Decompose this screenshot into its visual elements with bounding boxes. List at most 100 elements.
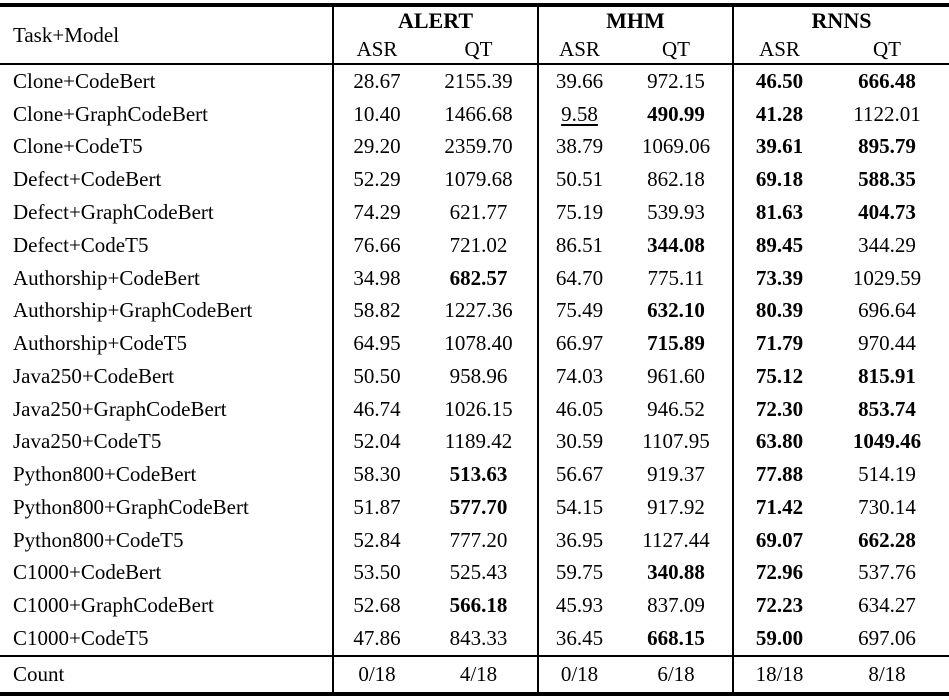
rnns-qt-cell: 634.27 xyxy=(858,593,916,618)
mhm-qt-cell: 946.52 xyxy=(620,392,734,426)
table-row: Authorship+CodeT5 64.95 1078.40 66.97 715.89… xyxy=(0,327,949,360)
mhm-qt-cell: 539.93 xyxy=(620,196,734,229)
rnns-asr-cell: 41.28 xyxy=(755,101,804,126)
mhm-qt-cell: 344.08 xyxy=(620,228,734,262)
mhm-qt-cell: 490.99 xyxy=(620,97,734,131)
task-model-label: Clone+CodeBert xyxy=(0,64,334,98)
rnns-asr-cell: 39.61 xyxy=(755,134,804,159)
task-model-label: C1000+GraphCodeBert xyxy=(0,589,334,623)
rnns-qt-cell: 8/18 xyxy=(825,654,949,694)
rnns-asr-cell: 81.63 xyxy=(755,199,804,224)
task-model-label: Clone+CodeT5 xyxy=(0,130,334,164)
task-model-label: Defect+CodeT5 xyxy=(0,228,334,262)
rnns-asr-cell: 73.39 xyxy=(755,265,804,290)
mhm-qt-cell: 1069.06 xyxy=(620,130,734,164)
rnns-qt-cell: 662.28 xyxy=(858,527,916,552)
rnns-qt-cell: 970.44 xyxy=(858,331,916,356)
alert-asr-cell: 64.95 xyxy=(353,331,401,356)
table-row: Java250+GraphCodeBert 46.74 1026.15 46.05 94… xyxy=(0,392,949,426)
mhm-asr-cell: 39.66 xyxy=(555,68,604,93)
alert-qt-cell: 621.77 xyxy=(420,196,539,229)
alert-asr-cell: 0/18 xyxy=(333,654,420,694)
rnns-qt-cell: 895.79 xyxy=(858,134,916,159)
rnns-qt-cell: 1049.46 xyxy=(852,429,922,454)
alert-qt-cell: 2155.39 xyxy=(420,64,539,98)
rnns-qt-cell: 537.76 xyxy=(858,560,916,585)
sub-header-alert-qt: QT xyxy=(420,35,539,65)
table-row: Defect+GraphCodeBert 74.29 621.77 75.19 539.… xyxy=(0,196,949,229)
alert-asr-cell: 34.98 xyxy=(353,265,401,290)
mhm-asr-cell: 0/18 xyxy=(538,654,620,694)
alert-asr-cell: 52.68 xyxy=(353,593,401,618)
table-row: Python800+CodeT5 52.84 777.20 36.95 1127.44 6… xyxy=(0,523,949,557)
mhm-asr-cell: 66.97 xyxy=(555,331,604,356)
table-row: Authorship+CodeBert 34.98 682.57 64.70 775.1… xyxy=(0,261,949,295)
table-header: Task+Model ALERT MHM RNNS ASR QT ASR QT … xyxy=(0,5,949,65)
task-model-label: Java250+GraphCodeBert xyxy=(0,392,334,426)
rnns-qt-cell: 696.64 xyxy=(858,298,916,323)
alert-asr-cell: 29.20 xyxy=(353,134,401,159)
alert-qt-cell: 1189.42 xyxy=(420,425,539,459)
table-row: C1000+CodeBert 53.50 525.43 59.75 340.88 72.9… xyxy=(0,556,949,590)
table-row: C1000+GraphCodeBert 52.68 566.18 45.93 837.0… xyxy=(0,589,949,623)
mhm-asr-cell: 54.15 xyxy=(555,494,604,519)
mhm-qt-cell: 862.18 xyxy=(620,163,734,197)
alert-asr-cell: 50.50 xyxy=(353,363,401,388)
alert-qt-cell: 513.63 xyxy=(420,458,539,491)
group-header-mhm: MHM xyxy=(538,5,734,35)
alert-qt-cell: 1026.15 xyxy=(420,392,539,426)
task-model-label: Clone+GraphCodeBert xyxy=(0,97,334,131)
mhm-qt-cell: 919.37 xyxy=(620,458,734,491)
alert-asr-cell: 53.50 xyxy=(353,560,401,585)
table-row: Defect+CodeBert 52.29 1079.68 50.51 862.18 69… xyxy=(0,163,949,197)
mhm-qt-cell: 837.09 xyxy=(620,589,734,623)
alert-qt-cell: 4/18 xyxy=(420,654,539,694)
rnns-asr-cell: 59.00 xyxy=(755,625,804,650)
rnns-qt-cell: 1029.59 xyxy=(852,265,922,290)
rnns-asr-cell: 72.96 xyxy=(755,560,804,585)
rnns-asr-cell: 75.12 xyxy=(755,363,804,388)
count-label: Count xyxy=(0,654,334,694)
table-row: Python800+GraphCodeBert 51.87 577.70 54.15 9… xyxy=(0,490,949,524)
results-table: Task+Model ALERT MHM RNNS ASR QT ASR QT … xyxy=(0,3,949,696)
rnns-asr-cell: 72.23 xyxy=(755,593,804,618)
alert-qt-cell: 1079.68 xyxy=(420,163,539,197)
mhm-asr-cell: 59.75 xyxy=(555,560,604,585)
task-model-label: Java250+CodeBert xyxy=(0,359,334,393)
group-header-alert: ALERT xyxy=(333,5,539,35)
alert-qt-cell: 777.20 xyxy=(420,523,539,557)
rnns-qt-cell: 344.29 xyxy=(858,232,916,257)
rnns-asr-cell: 69.07 xyxy=(755,527,804,552)
mhm-asr-cell: 56.67 xyxy=(555,462,604,487)
group-header-rnns: RNNS xyxy=(811,8,872,33)
alert-qt-cell: 577.70 xyxy=(420,490,539,524)
alert-asr-cell: 52.29 xyxy=(353,167,401,192)
mhm-asr-cell: 38.79 xyxy=(555,134,604,159)
alert-qt-cell: 1227.36 xyxy=(420,294,539,328)
rnns-asr-cell: 69.18 xyxy=(755,167,804,192)
task-model-label: Authorship+CodeBert xyxy=(0,261,334,295)
table-row: Python800+CodeBert 58.30 513.63 56.67 919.37… xyxy=(0,458,949,491)
mhm-asr-cell: 86.51 xyxy=(555,232,604,257)
sub-header-mhm-asr: ASR xyxy=(538,35,620,65)
mhm-qt-cell: 961.60 xyxy=(620,359,734,393)
mhm-asr-cell: 75.49 xyxy=(555,298,604,323)
mhm-asr-cell: 45.93 xyxy=(555,593,604,618)
mhm-qt-cell: 775.11 xyxy=(620,261,734,295)
mhm-asr-cell: 9.58 xyxy=(561,101,598,126)
alert-asr-cell: 58.30 xyxy=(353,462,401,487)
task-model-label: Python800+CodeBert xyxy=(0,458,334,491)
sub-header-alert-asr: ASR xyxy=(333,35,420,65)
rnns-qt-cell: 815.91 xyxy=(858,363,916,388)
table-row: Clone+CodeT5 29.20 2359.70 38.79 1069.06 39.6… xyxy=(0,130,949,164)
sub-header-mhm-qt: QT xyxy=(620,35,734,65)
rnns-qt-cell: 697.06 xyxy=(858,625,916,650)
alert-asr-cell: 10.40 xyxy=(353,101,401,126)
rnns-qt-cell: 588.35 xyxy=(858,167,916,192)
table-row: Java250+CodeBert 50.50 958.96 74.03 961.60 75… xyxy=(0,359,949,393)
alert-asr-cell: 74.29 xyxy=(353,199,401,224)
corner-header-task-model: Task+Model xyxy=(0,5,334,65)
alert-qt-cell: 1466.68 xyxy=(420,97,539,131)
rnns-asr-cell: 72.30 xyxy=(755,396,804,421)
